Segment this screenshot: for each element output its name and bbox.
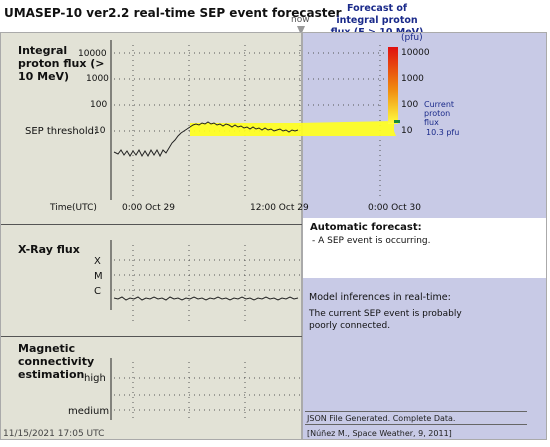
y-tick-10: 10: [94, 126, 106, 136]
timestamp: 11/15/2021 17:05 UTC: [3, 429, 105, 439]
xray-class-x: X: [94, 256, 101, 267]
current-flux-label: Current proton flux: [424, 100, 455, 127]
xray-flux-label: X-Ray flux: [18, 243, 80, 256]
now-marker-icon: [297, 26, 305, 35]
json-status: JSON File Generated. Complete Data.: [307, 414, 456, 423]
xray-class-c: C: [94, 286, 101, 297]
y-tick-100: 100: [90, 100, 108, 110]
app-title: UMASEP-10 ver2.2 real-time SEP event for…: [4, 6, 342, 20]
proton-flux-label: Integral proton flux (> 10 MeV): [18, 44, 105, 83]
automatic-forecast-bullet: - A SEP event is occurring.: [312, 236, 431, 246]
current-flux-value: 10.3 pfu: [426, 128, 460, 137]
xray-class-m: M: [94, 271, 103, 282]
right-tick-1000: 1000: [401, 74, 424, 84]
x-tick-0: 0:00 Oct 29: [122, 203, 175, 213]
history-panel: [0, 32, 302, 440]
y-tick-1000: 1000: [86, 74, 109, 84]
x-tick-1: 12:00 Oct 29: [250, 203, 309, 213]
level-medium: medium: [68, 406, 110, 417]
panel-divider: [1, 224, 302, 225]
automatic-forecast-box: [303, 218, 546, 278]
status-divider: [305, 411, 527, 412]
proton-grid: [114, 45, 396, 198]
xray-grid: [114, 245, 300, 325]
x-tick-2: 0:00 Oct 30: [368, 203, 421, 213]
level-high: high: [84, 373, 106, 384]
status-divider: [305, 424, 527, 425]
threshold-label: SEP threshold:: [25, 126, 98, 137]
magnetic-grid: [114, 362, 300, 420]
model-inferences-title: Model inferences in real-time:: [309, 292, 451, 303]
proton-flux-series: [113, 121, 299, 158]
right-tick-10: 10: [401, 126, 413, 136]
automatic-forecast-title: Automatic forecast:: [310, 222, 422, 233]
panel-divider: [1, 336, 302, 337]
sep-threshold-band: [190, 121, 396, 136]
model-inferences-text: The current SEP event is probably poorly…: [309, 309, 462, 331]
unit-label: (pfu): [401, 33, 423, 43]
y-tick-10000: 10000: [78, 49, 107, 59]
xray-flux-series: [113, 296, 299, 301]
citation: [Núñez M., Space Weather, 9, 2011]: [307, 429, 452, 438]
forecast-scale-bar: [388, 47, 398, 124]
magnetic-connectivity-label: Magnetic connectivity estimation: [18, 342, 95, 381]
now-label: now: [291, 15, 310, 25]
current-flux-marker: [394, 120, 400, 123]
right-tick-10000: 10000: [401, 48, 430, 58]
time-axis-label: Time(UTC): [50, 203, 97, 213]
right-tick-100: 100: [401, 100, 419, 110]
